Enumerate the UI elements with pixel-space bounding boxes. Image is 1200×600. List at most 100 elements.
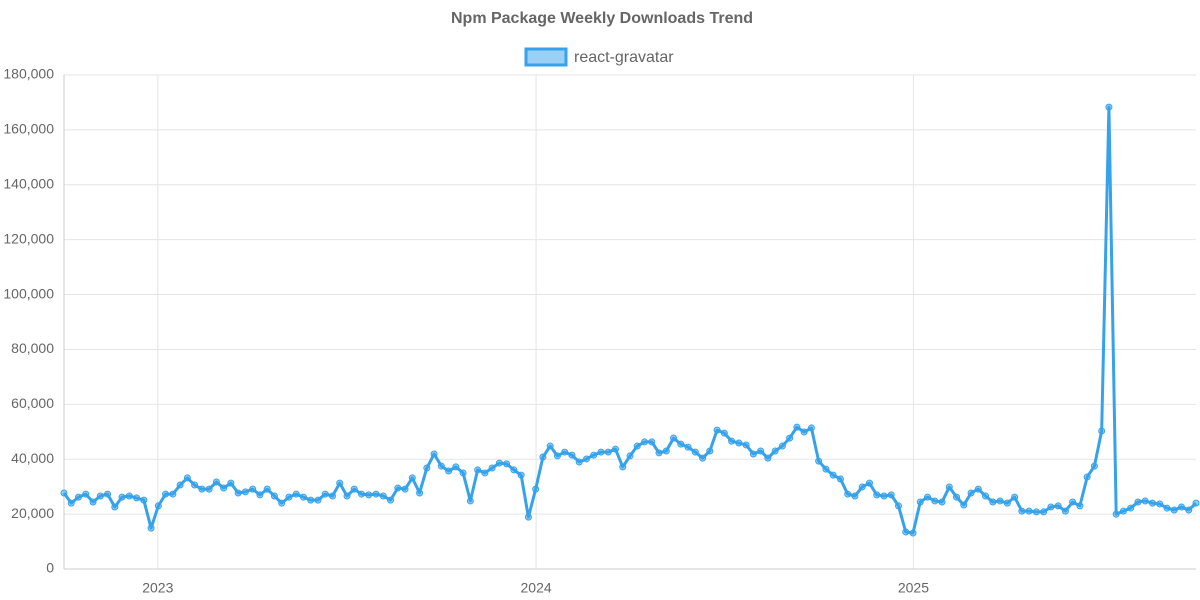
point: [1054, 502, 1062, 510]
point: [865, 479, 873, 487]
point: [851, 492, 859, 500]
point: [945, 483, 953, 491]
point: [423, 464, 431, 472]
point: [829, 471, 837, 479]
point: [960, 501, 968, 509]
point: [1018, 507, 1026, 515]
point: [314, 496, 322, 504]
point: [104, 490, 112, 498]
point: [147, 524, 155, 532]
point: [974, 485, 982, 493]
x-tick-label: 2024: [521, 580, 552, 596]
point: [60, 489, 68, 497]
point: [75, 493, 83, 501]
point: [205, 485, 213, 493]
point: [1148, 499, 1156, 507]
point: [575, 458, 583, 466]
point: [641, 438, 649, 446]
y-tick-label: 100,000: [3, 285, 54, 301]
point: [938, 498, 946, 506]
point: [198, 485, 206, 493]
point: [169, 490, 177, 498]
point: [909, 529, 917, 537]
point: [887, 491, 895, 499]
point: [445, 467, 453, 475]
point: [517, 471, 525, 479]
x-tick-label: 2025: [898, 580, 929, 596]
point: [510, 466, 518, 474]
point: [764, 454, 772, 462]
point: [430, 450, 438, 458]
point: [597, 448, 605, 456]
point: [278, 499, 286, 507]
point: [858, 483, 866, 491]
point: [684, 443, 692, 451]
point: [379, 492, 387, 500]
point: [757, 447, 765, 455]
point: [263, 485, 271, 493]
point: [118, 493, 126, 501]
y-tick-label: 180,000: [3, 66, 54, 82]
point: [488, 464, 496, 472]
point: [568, 451, 576, 459]
point: [162, 490, 170, 498]
point: [931, 497, 939, 505]
point: [749, 450, 757, 458]
point: [894, 502, 902, 510]
point: [1083, 473, 1091, 481]
x-tick-label: 2023: [142, 580, 173, 596]
point: [1119, 507, 1127, 515]
point: [532, 485, 540, 493]
point: [1076, 502, 1084, 510]
point: [350, 485, 358, 493]
point: [285, 493, 293, 501]
point: [728, 437, 736, 445]
point: [212, 478, 220, 486]
y-tick-label: 120,000: [3, 230, 54, 246]
point: [408, 474, 416, 482]
point: [96, 492, 104, 500]
point: [1003, 499, 1011, 507]
point: [1134, 498, 1142, 506]
point: [495, 459, 503, 467]
point: [953, 493, 961, 501]
point: [336, 479, 344, 487]
point: [524, 513, 532, 521]
point: [416, 489, 424, 497]
point: [1090, 462, 1098, 470]
point: [662, 447, 670, 455]
point: [1098, 427, 1106, 435]
y-tick-label: 80,000: [11, 340, 54, 356]
point: [561, 448, 569, 456]
point: [670, 434, 678, 442]
point: [1047, 503, 1055, 511]
point: [967, 489, 975, 497]
point: [241, 488, 249, 496]
point: [590, 451, 598, 459]
point: [699, 454, 707, 462]
point: [735, 439, 743, 447]
point: [466, 497, 474, 505]
point: [539, 453, 547, 461]
point: [1141, 497, 1149, 505]
point: [1112, 510, 1120, 518]
point: [1192, 499, 1200, 507]
point: [1069, 498, 1077, 506]
point: [619, 463, 627, 471]
legend-swatch: [524, 47, 568, 67]
point: [358, 490, 366, 498]
point: [546, 442, 554, 450]
point: [249, 485, 257, 493]
point: [800, 428, 808, 436]
point: [270, 492, 278, 500]
point: [836, 475, 844, 483]
point: [648, 438, 656, 446]
point: [677, 440, 685, 448]
point: [778, 442, 786, 450]
point: [989, 498, 997, 506]
point: [125, 492, 133, 500]
point: [256, 491, 264, 499]
point: [183, 474, 191, 482]
point: [902, 528, 910, 536]
